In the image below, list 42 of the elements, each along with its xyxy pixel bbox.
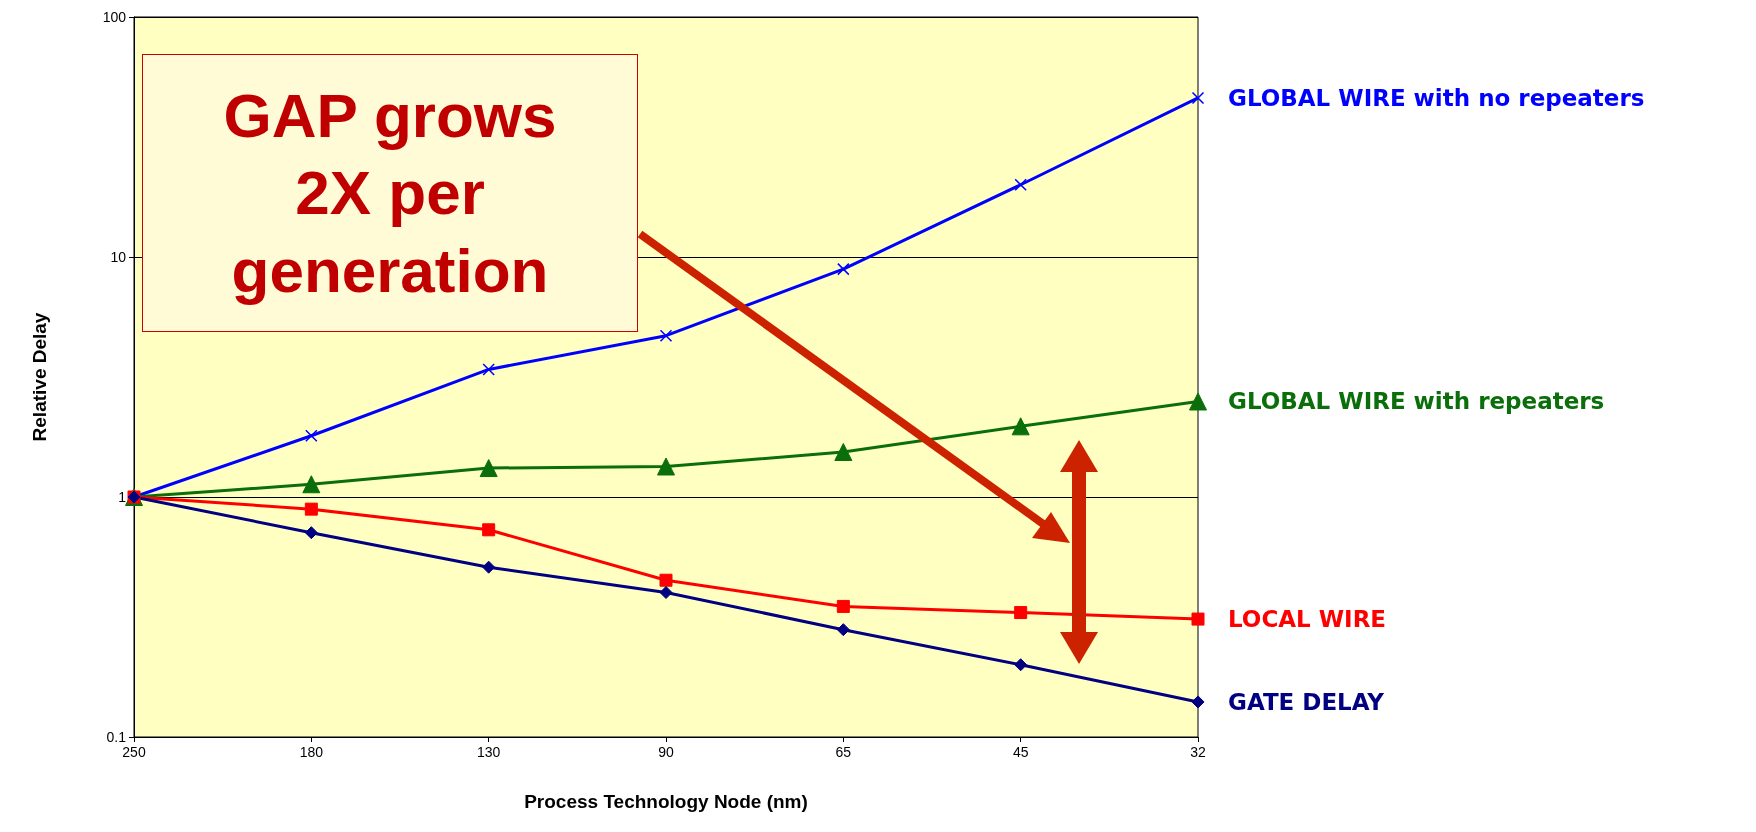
point [304,502,318,516]
point [1191,695,1205,709]
x-tick-label: 130 [476,744,501,760]
point [1189,392,1207,411]
series-label: GLOBAL WIRE with repeaters [1228,388,1605,415]
point [836,599,850,613]
point [837,262,850,276]
x-tick-label: 32 [1190,744,1206,760]
point [659,586,673,600]
series-label: LOCAL WIRE [1228,606,1387,633]
x-tick-label: 90 [658,744,674,760]
y-tick-label: 0.1 [106,729,127,745]
x-tick-label: 250 [122,744,146,760]
point [302,475,321,494]
point [659,573,673,587]
point [834,442,853,461]
point [1014,606,1028,620]
point [304,526,318,540]
y-tick-label: 1 [118,489,127,505]
point [482,523,496,537]
x-axis-title: Process Technology Node (nm) [524,791,808,812]
point [1011,417,1030,436]
point [1191,612,1205,626]
point [836,623,850,637]
y-axis-title: Relative Delay [29,312,50,442]
x-tick-label: 65 [835,744,852,760]
point [479,459,498,478]
point [1191,91,1205,105]
point [1014,178,1027,191]
annotation: GAP grows 2X per generation [142,54,638,332]
x-tick-label: 180 [299,744,324,760]
point [305,429,318,442]
point [482,363,495,376]
point [1014,658,1028,672]
point [657,457,675,476]
x-tick-label: 45 [1012,744,1029,760]
series-label: GATE DELAY [1228,688,1385,715]
y-tick-label: 100 [102,9,127,25]
point [659,329,673,342]
point [482,560,496,574]
series-label: GLOBAL WIRE with no repeaters [1228,84,1645,111]
y-tick-label: 10 [110,249,127,265]
